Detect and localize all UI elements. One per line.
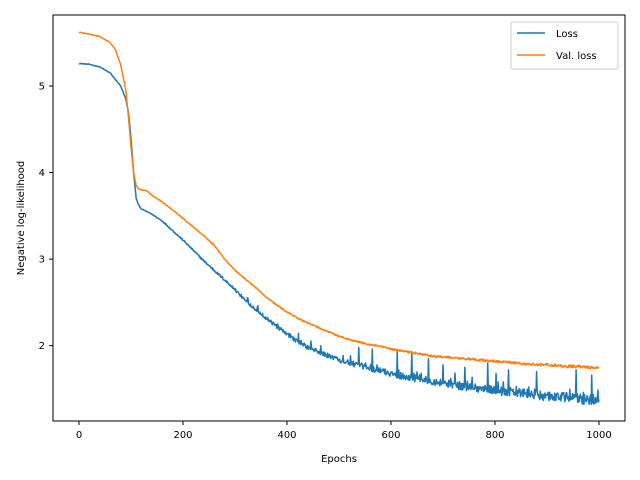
x-tick-label: 1000 (586, 430, 611, 441)
x-tick-label: 600 (381, 430, 400, 441)
plot-frame (52, 14, 626, 422)
y-axis-label: Negative log-likelihood (16, 161, 27, 276)
y-tick-label: 5 (39, 81, 45, 92)
legend: Loss Val. loss (510, 21, 619, 70)
x-tick-label: 400 (277, 430, 296, 441)
x-tick-label: 200 (173, 430, 192, 441)
legend-loss-label: Loss (556, 29, 578, 40)
plot-lines (78, 31, 600, 406)
x-tick-label: 800 (485, 430, 504, 441)
y-tick-label: 2 (39, 341, 45, 352)
series-line-loss (78, 62, 600, 406)
x-axis-label: Epochs (321, 454, 357, 465)
x-axis: 0 200 400 600 800 1000 (76, 421, 612, 441)
legend-val-loss-label: Val. loss (556, 51, 597, 62)
y-tick-label: 3 (39, 255, 45, 266)
series-line-val-loss (78, 31, 600, 370)
x-tick-label: 0 (76, 430, 82, 441)
y-tick-label: 4 (39, 168, 45, 179)
y-axis: 2 3 4 5 (39, 81, 53, 352)
